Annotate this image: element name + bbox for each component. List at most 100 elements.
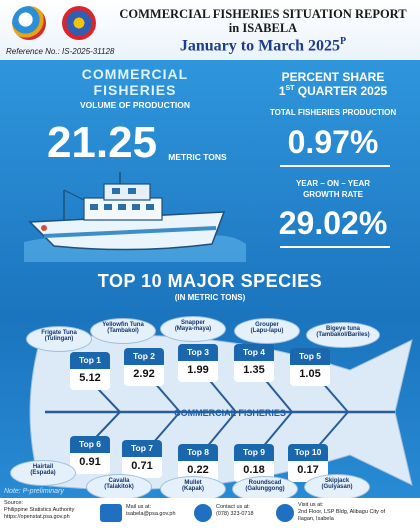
species-name: Snapper (180, 320, 205, 326)
rank-label: Top 7 (130, 443, 154, 453)
growth-rate-value: 29.02% (278, 205, 388, 241)
quarter-number: 1 (278, 84, 286, 98)
species-name: Skipjack (324, 478, 350, 484)
rank-value: 2.92 (133, 368, 155, 380)
species-frigate-tuna: Frigate Tuna (Tulingan) (26, 326, 92, 352)
species-name: Bigeye tuna (325, 326, 360, 332)
divider-line (280, 165, 390, 167)
species-name: Hairtail (32, 464, 54, 470)
contact-number: (078) 323-0718 (216, 511, 254, 517)
species-name: Mullet (184, 480, 202, 486)
species-local-name: (Tambakol/Bariles) (316, 332, 370, 338)
visit-address-line1: 2nd Floor, LSP Bldg, Alibagu City of (298, 509, 386, 515)
rank-label: Top 10 (294, 447, 322, 457)
rank-box-4: Top 4 1.35 (234, 344, 274, 382)
commercial-fisheries-title: COMMERCIAL FISHERIES (60, 66, 210, 98)
species-local-name: (Tambakol) (107, 328, 139, 334)
rank-value: 0.18 (243, 464, 265, 476)
commercial-title-line2: FISHERIES (93, 82, 177, 98)
rank-label: Top 5 (298, 351, 322, 361)
top10-title: TOP 10 MAJOR SPECIES (97, 271, 323, 291)
species-skipjack: Skipjack (Gulyasan) (304, 474, 370, 500)
species-name: Yellowfin Tuna (102, 322, 144, 328)
total-fisheries-production-label: TOTAL FISHERIES PRODUCTION (269, 108, 397, 117)
preliminary-note: Note: P-preliminary (4, 488, 64, 495)
report-title-line1: COMMERCIAL FISHERIES SITUATION REPORT (119, 7, 407, 21)
species-name: Frigate Tuna (41, 330, 77, 336)
rank-value: 0.91 (79, 456, 101, 468)
rank-label: Top 2 (132, 351, 156, 361)
quarter-text: QUARTER 2025 (294, 84, 388, 98)
species-local-name: (Tulingan) (44, 336, 74, 342)
footer-visit: Visit us at: 2nd Floor, LSP Bldg, Alibag… (298, 502, 385, 523)
rank-label: Top 4 (242, 347, 266, 357)
species-yellowfin-tuna: Yellowfin Tuna (Tambakol) (90, 318, 156, 344)
species-name: Cavalla (108, 478, 130, 484)
species-local-name: (Lapu-lapu) (250, 328, 284, 334)
divider-line (280, 246, 390, 248)
mail-address[interactable]: isabela@psa.gov.ph (126, 511, 176, 517)
rank-label: Top 1 (78, 355, 102, 365)
report-period: January to March 2025P (108, 36, 418, 55)
rank-box-6: Top 6 0.91 (70, 436, 110, 474)
species-local-name: (Gulyasan) (321, 484, 353, 490)
rank-box-2: Top 2 2.92 (124, 348, 164, 386)
percent-share-title: PERCENT SHARE (281, 70, 385, 84)
species-local-name: (Maya-maya) (174, 326, 212, 332)
species-local-name: (Talakitok) (104, 484, 134, 490)
species-hairtail: Hairtail (Espada) (10, 460, 76, 486)
species-local-name: (Galunggong) (245, 486, 285, 492)
report-title-line2: in ISABELA (228, 21, 298, 35)
footer-mail: Mail us at: isabela@psa.gov.ph (126, 504, 176, 518)
reference-number: Reference No.: IS-2025-31128 (6, 47, 115, 56)
rank-label: Top 8 (186, 447, 210, 457)
footer-source: Source: Philippine Statistics Authority … (4, 500, 74, 521)
visit-address-line2: Ilagan, Isabela (298, 516, 334, 522)
rank-value: 1.99 (187, 364, 209, 376)
source-link[interactable]: https://openstat.psa.gov.ph (4, 514, 70, 520)
rank-value: 1.35 (243, 364, 265, 376)
species-snapper: Snapper (Maya-maya) (160, 316, 226, 342)
phone-icon (194, 504, 212, 522)
rank-value: 5.12 (79, 372, 101, 384)
psa-logo (12, 6, 46, 40)
growth-rate-label-line2: GROWTH RATE (303, 190, 363, 199)
species-grouper: Grouper (Lapu-lapu) (234, 318, 300, 344)
rank-box-1: Top 1 5.12 (70, 352, 110, 390)
quarter-ordinal: ST (285, 85, 295, 92)
rank-box-5: Top 5 1.05 (290, 348, 330, 386)
report-title: COMMERCIAL FISHERIES SITUATION REPORT in… (108, 7, 418, 35)
species-mullet: Mullet (Kapak) (160, 476, 226, 502)
commercial-title-line1: COMMERCIAL (81, 66, 189, 82)
footer: Source: Philippine Statistics Authority … (0, 498, 420, 530)
visit-label: Visit us at: (298, 502, 324, 508)
growth-rate-label: YEAR – ON – YEAR GROWTH RATE (248, 178, 418, 200)
species-name: Roundscad (248, 480, 282, 486)
period-preliminary-mark: P (340, 36, 347, 47)
mail-label: Mail us at: (126, 504, 152, 510)
volume-unit: METRIC TONS (168, 152, 227, 162)
rank-value: 0.22 (187, 464, 209, 476)
top10-subtitle: (IN METRIC TONS) (174, 293, 246, 302)
footer-contact: Contact us at: (078) 323-0718 (216, 504, 254, 518)
quarter-label: 1ST QUARTER 2025 (248, 84, 418, 98)
rank-value: 1.05 (299, 368, 321, 380)
rank-value: 0.17 (297, 464, 319, 476)
fishbone-center-label: COMMERCIAL FISHERIES (174, 408, 286, 418)
rank-label: Top 9 (242, 447, 266, 457)
rank-label: Top 3 (186, 347, 210, 357)
growth-rate-label-line1: YEAR – ON – YEAR (295, 179, 371, 188)
volume-label: VOLUME OF PRODUCTION (79, 100, 191, 110)
rank-box-3: Top 3 1.99 (178, 344, 218, 382)
species-roundscad: Roundscad (Galunggong) (232, 476, 298, 502)
fishing-boat-illustration (24, 172, 246, 262)
contact-label: Contact us at: (216, 504, 250, 510)
rank-box-7: Top 7 0.71 (122, 440, 162, 478)
location-pin-icon (276, 504, 294, 522)
species-local-name: (Espada) (30, 470, 56, 476)
species-local-name: (Kapak) (181, 486, 204, 492)
species-name: Grouper (255, 322, 279, 328)
species-cavalla: Cavalla (Talakitok) (86, 474, 152, 500)
period-text: January to March 2025 (179, 37, 341, 55)
rank-label: Top 6 (78, 439, 102, 449)
